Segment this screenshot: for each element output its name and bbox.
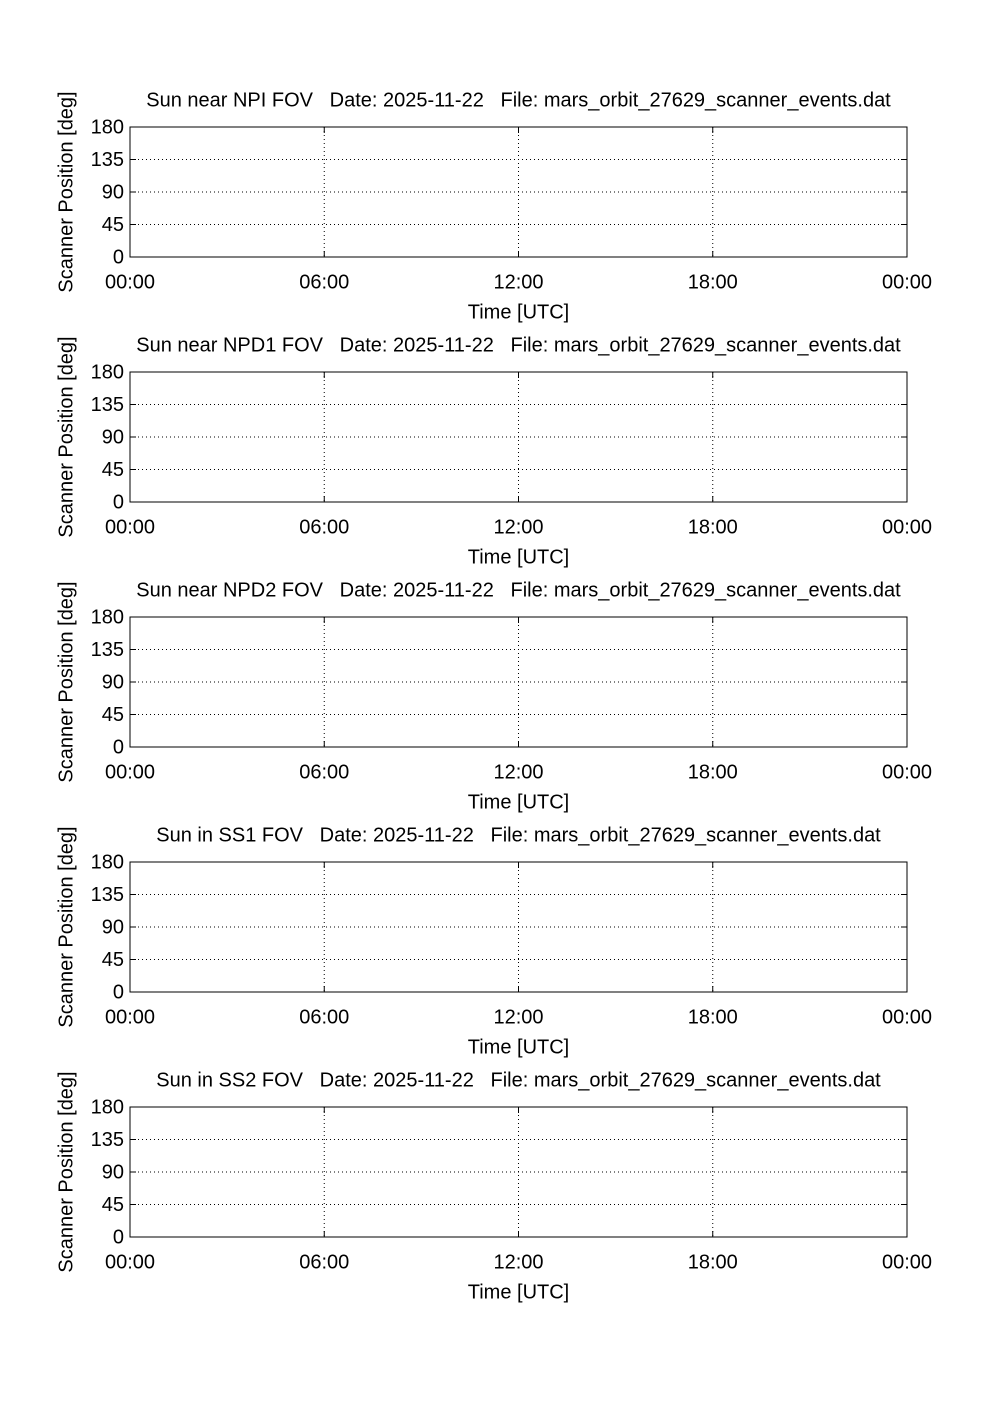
y-tick-label: 180 — [91, 851, 124, 873]
y-tick-label: 0 — [113, 981, 124, 1003]
y-tick-label: 135 — [91, 149, 124, 171]
y-tick-label: 0 — [113, 491, 124, 513]
x-tick-label: 12:00 — [493, 761, 543, 783]
x-tick-label: 12:00 — [493, 1006, 543, 1028]
x-tick-label: 00:00 — [105, 1006, 155, 1028]
y-tick-label: 135 — [91, 884, 124, 906]
x-axis-label: Time [UTC] — [468, 791, 569, 813]
y-tick-label: 90 — [102, 426, 124, 448]
x-tick-label: 06:00 — [299, 761, 349, 783]
x-axis-label: Time [UTC] — [468, 301, 569, 323]
y-tick-label: 45 — [102, 214, 124, 236]
y-tick-label: 90 — [102, 181, 124, 203]
y-axis-label: Scanner Position [deg] — [55, 826, 77, 1027]
y-tick-label: 180 — [91, 1096, 124, 1118]
y-tick-label: 180 — [91, 361, 124, 383]
chart-title: Sun near NPI FOV Date: 2025-11-22 File: … — [146, 89, 891, 111]
y-tick-label: 180 — [91, 606, 124, 628]
x-tick-label: 00:00 — [882, 761, 932, 783]
x-tick-label: 06:00 — [299, 271, 349, 293]
y-axis-label: Scanner Position [deg] — [55, 336, 77, 537]
x-tick-label: 18:00 — [688, 271, 738, 293]
chart-title: Sun in SS1 FOV Date: 2025-11-22 File: ma… — [156, 824, 881, 846]
y-tick-label: 90 — [102, 1161, 124, 1183]
y-tick-label: 45 — [102, 1194, 124, 1216]
x-tick-label: 06:00 — [299, 1006, 349, 1028]
chart-panel: Sun in SS1 FOV Date: 2025-11-22 File: ma… — [55, 824, 932, 1058]
x-tick-label: 00:00 — [882, 1251, 932, 1273]
y-tick-label: 90 — [102, 671, 124, 693]
y-tick-label: 0 — [113, 736, 124, 758]
x-tick-label: 18:00 — [688, 1006, 738, 1028]
y-tick-label: 45 — [102, 459, 124, 481]
plot-frame — [129, 371, 908, 503]
y-tick-label: 0 — [113, 246, 124, 268]
y-tick-label: 135 — [91, 394, 124, 416]
x-tick-label: 06:00 — [299, 1251, 349, 1273]
x-tick-label: 18:00 — [688, 761, 738, 783]
plot-frame — [129, 861, 908, 993]
x-tick-label: 00:00 — [105, 271, 155, 293]
y-tick-label: 45 — [102, 704, 124, 726]
y-tick-label: 180 — [91, 116, 124, 138]
x-tick-label: 12:00 — [493, 1251, 543, 1273]
x-tick-label: 00:00 — [882, 516, 932, 538]
plot-frame — [129, 1106, 908, 1238]
y-axis-label: Scanner Position [deg] — [55, 1071, 77, 1272]
y-tick-label: 135 — [91, 639, 124, 661]
chart-panel: Sun near NPD1 FOV Date: 2025-11-22 File:… — [55, 334, 932, 568]
plot-frame — [129, 126, 908, 258]
y-tick-label: 45 — [102, 949, 124, 971]
chart-panel: Sun in SS2 FOV Date: 2025-11-22 File: ma… — [55, 1069, 932, 1303]
chart-title: Sun in SS2 FOV Date: 2025-11-22 File: ma… — [156, 1069, 881, 1091]
chart-title: Sun near NPD2 FOV Date: 2025-11-22 File:… — [136, 579, 901, 601]
chart-panel: Sun near NPD2 FOV Date: 2025-11-22 File:… — [55, 579, 932, 813]
x-tick-label: 00:00 — [105, 1251, 155, 1273]
x-tick-label: 12:00 — [493, 271, 543, 293]
y-axis-label: Scanner Position [deg] — [55, 91, 77, 292]
chart-title: Sun near NPD1 FOV Date: 2025-11-22 File:… — [136, 334, 901, 356]
x-tick-label: 18:00 — [688, 516, 738, 538]
x-tick-label: 06:00 — [299, 516, 349, 538]
x-axis-label: Time [UTC] — [468, 1281, 569, 1303]
chart-panel: Sun near NPI FOV Date: 2025-11-22 File: … — [55, 89, 932, 323]
y-axis-label: Scanner Position [deg] — [55, 581, 77, 782]
x-tick-label: 18:00 — [688, 1251, 738, 1273]
x-tick-label: 00:00 — [882, 1006, 932, 1028]
x-axis-label: Time [UTC] — [468, 546, 569, 568]
x-tick-label: 12:00 — [493, 516, 543, 538]
x-tick-label: 00:00 — [882, 271, 932, 293]
y-tick-label: 135 — [91, 1129, 124, 1151]
x-tick-label: 00:00 — [105, 761, 155, 783]
y-tick-label: 90 — [102, 916, 124, 938]
x-tick-label: 00:00 — [105, 516, 155, 538]
plot-frame — [129, 616, 908, 748]
x-axis-label: Time [UTC] — [468, 1036, 569, 1058]
y-tick-label: 0 — [113, 1226, 124, 1248]
